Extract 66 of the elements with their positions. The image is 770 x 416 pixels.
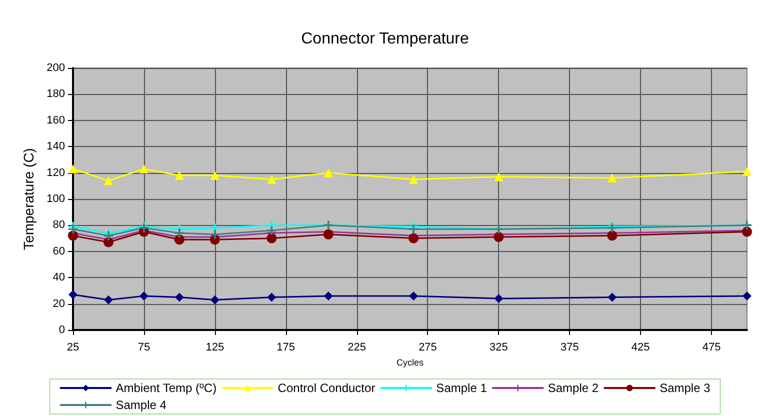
point [267, 292, 276, 302]
point [174, 170, 184, 180]
point [323, 229, 334, 240]
point [174, 234, 184, 245]
y-tick-label: 100 [46, 193, 65, 205]
x-tick-label: 425 [631, 342, 650, 354]
point [103, 237, 114, 248]
point [267, 174, 276, 184]
point [210, 295, 220, 304]
y-tick-label: 60 [52, 245, 65, 258]
point [409, 224, 418, 234]
point [104, 231, 113, 240]
point [174, 228, 184, 238]
point [266, 233, 277, 244]
point [68, 224, 78, 234]
y-tick-label: 160 [46, 114, 65, 126]
point [139, 291, 148, 300]
point [324, 291, 333, 300]
y-tick-label: 180 [46, 88, 65, 100]
y-tick-label: 20 [52, 298, 65, 310]
legend-label: Sample 4 [116, 398, 167, 412]
point [409, 291, 418, 300]
x-tick-label: 375 [560, 342, 579, 354]
y-tick-label: 200 [46, 62, 65, 74]
point [68, 230, 78, 241]
point [104, 176, 113, 186]
point [324, 168, 333, 178]
point [742, 291, 752, 300]
legend-label: Control Conductor [278, 381, 376, 395]
point [68, 290, 78, 300]
y-tick-label: 140 [46, 140, 65, 153]
x-axis-title: Cycles [396, 357, 424, 368]
x-tick-label: 475 [702, 342, 721, 354]
point [608, 292, 617, 302]
legend-label: Sample 2 [548, 381, 599, 395]
point [494, 172, 504, 182]
point [104, 295, 113, 304]
x-tick-label: 175 [276, 342, 296, 354]
point [742, 166, 752, 176]
point [494, 294, 504, 304]
point [210, 170, 220, 180]
point [608, 174, 617, 183]
x-tick-label: 125 [206, 342, 224, 354]
legend-label: Sample 1 [436, 381, 488, 395]
point [494, 232, 504, 242]
y-tick-label: 0 [58, 324, 65, 336]
x-tick-label: 25 [66, 342, 80, 354]
legend-label: Ambient Temp (ºC) [116, 381, 217, 395]
point [139, 164, 148, 174]
y-tick-label: 40 [52, 272, 65, 284]
x-tick-label: 75 [138, 342, 150, 354]
point [607, 230, 618, 241]
point [409, 174, 418, 184]
y-tick-label: 80 [52, 219, 65, 232]
point [68, 164, 78, 174]
x-tick-label: 275 [418, 342, 437, 354]
chart-title: Connector Temperature [301, 30, 469, 48]
x-tick-label: 325 [490, 342, 508, 354]
point [408, 233, 419, 244]
y-tick-label: 120 [46, 166, 65, 179]
point [210, 230, 220, 239]
y-axis-title: Temperature (C) [20, 148, 37, 250]
legend-label: Sample 3 [660, 381, 711, 395]
point [174, 292, 184, 302]
x-tick-label: 225 [348, 342, 366, 354]
point [267, 226, 276, 235]
